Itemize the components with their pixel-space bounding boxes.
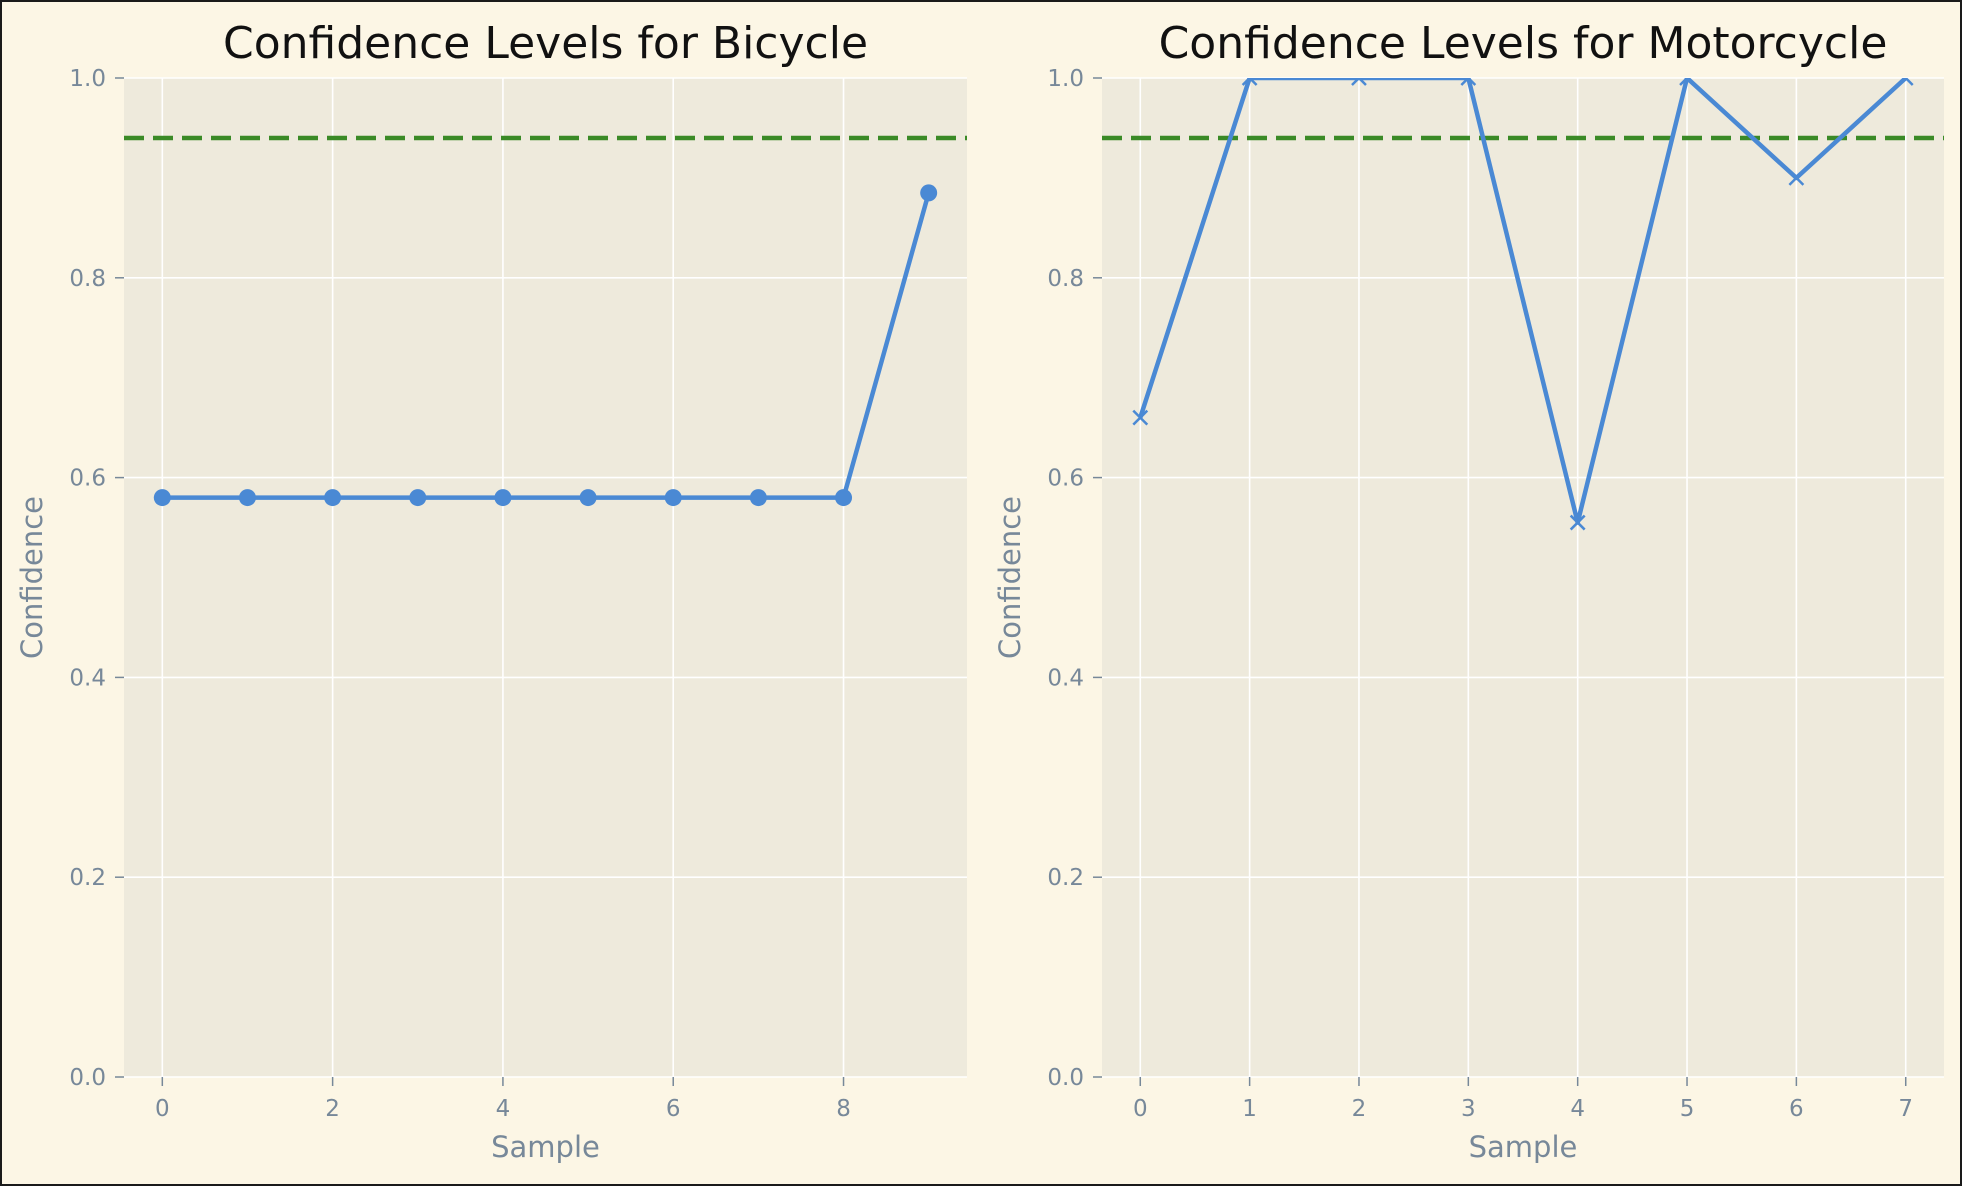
data-point: [920, 184, 938, 202]
data-point: [579, 489, 597, 507]
data-point: [664, 489, 682, 507]
x-tick-label: 4: [496, 1096, 511, 1122]
y-axis-label: Confidence: [15, 496, 49, 659]
x-tick-label: 2: [325, 1096, 340, 1122]
data-point: [1460, 78, 1477, 86]
data-point: [1569, 514, 1586, 531]
data-point-stroke: [1903, 78, 1914, 86]
x-tick-label: 0: [155, 1096, 170, 1122]
y-tick-label: 0.0: [1047, 1065, 1084, 1091]
data-point-stroke: [1357, 78, 1367, 86]
data-point: [1132, 409, 1149, 426]
plot-area: [124, 78, 967, 1077]
data-point-stroke: [1788, 170, 1805, 186]
y-tick-label: 0.6: [69, 466, 106, 492]
data-point: [238, 489, 256, 507]
data-point: [153, 489, 171, 507]
x-tick-label: 8: [836, 1096, 851, 1122]
data-point: [835, 489, 853, 507]
x-tick-label: 2: [1352, 1096, 1367, 1122]
data-point-stroke: [1351, 78, 1361, 86]
x-tick-label: 3: [1461, 1096, 1476, 1122]
data-point-stroke: [1132, 409, 1149, 426]
x-axis-label: Sample: [1469, 1130, 1578, 1164]
chart-bicycle-group: 0 2 4 6 8 0.0 0.2 0.4 0.6 0.8 1.0 Sample Confidence C…: [15, 18, 967, 1164]
y-tick-label: 0.2: [1047, 865, 1084, 891]
x-axis-label: Sample: [491, 1130, 600, 1164]
data-point: [749, 489, 767, 507]
data-point: [1351, 78, 1367, 86]
y-tick-label: 1.0: [1047, 66, 1084, 92]
data-point: [1241, 78, 1258, 86]
x-tick-label: 7: [1898, 1096, 1913, 1122]
y-tick-label: 0.6: [1047, 466, 1084, 492]
y-tick-label: 0.8: [69, 266, 106, 292]
y-tick-label: 0.4: [1047, 665, 1084, 691]
y-tick-label: 0.8: [1047, 266, 1084, 292]
data-point: [1788, 170, 1805, 186]
data-point-stroke: [1241, 78, 1252, 86]
y-axis-label: Confidence: [993, 496, 1027, 659]
x-tick-label: 6: [1789, 1096, 1804, 1122]
x-tick-label: 0: [1133, 1096, 1148, 1122]
chart-title: Confidence Levels for Motorcycle: [1159, 18, 1888, 69]
data-point-stroke: [1569, 514, 1586, 531]
y-tick-label: 0.2: [69, 865, 106, 891]
data-point-stroke: [1247, 78, 1258, 86]
series-line: [162, 192, 931, 500]
data-point-stroke: [1897, 78, 1908, 86]
data-point-stroke: [1460, 78, 1471, 86]
data-point: [1897, 78, 1914, 86]
y-tick-label: 0.0: [69, 1065, 106, 1091]
x-tick-label: 5: [1680, 1096, 1695, 1122]
x-tick-label: 6: [666, 1096, 681, 1122]
y-tick-label: 0.4: [69, 665, 106, 691]
chart-motorcycle-group: 0 1 2 3 4 5 6 7 0.0 0.2 0.4 0.6 0.8 1.0 Sample Confiden…: [993, 18, 1944, 1164]
data-point: [409, 489, 427, 507]
plot-area: [1102, 78, 1944, 1077]
data-point-stroke: [1679, 78, 1689, 86]
x-tick-label: 4: [1570, 1096, 1585, 1122]
data-point: [1679, 78, 1695, 86]
x-tick-label: 1: [1242, 1096, 1257, 1122]
data-point: [324, 489, 342, 507]
chart-title: Confidence Levels for Bicycle: [223, 18, 868, 69]
data-point-stroke: [1466, 78, 1477, 86]
data-point-stroke: [1685, 78, 1695, 86]
y-tick-label: 1.0: [69, 66, 106, 92]
series-line: [1138, 78, 1908, 525]
data-point: [494, 489, 512, 507]
